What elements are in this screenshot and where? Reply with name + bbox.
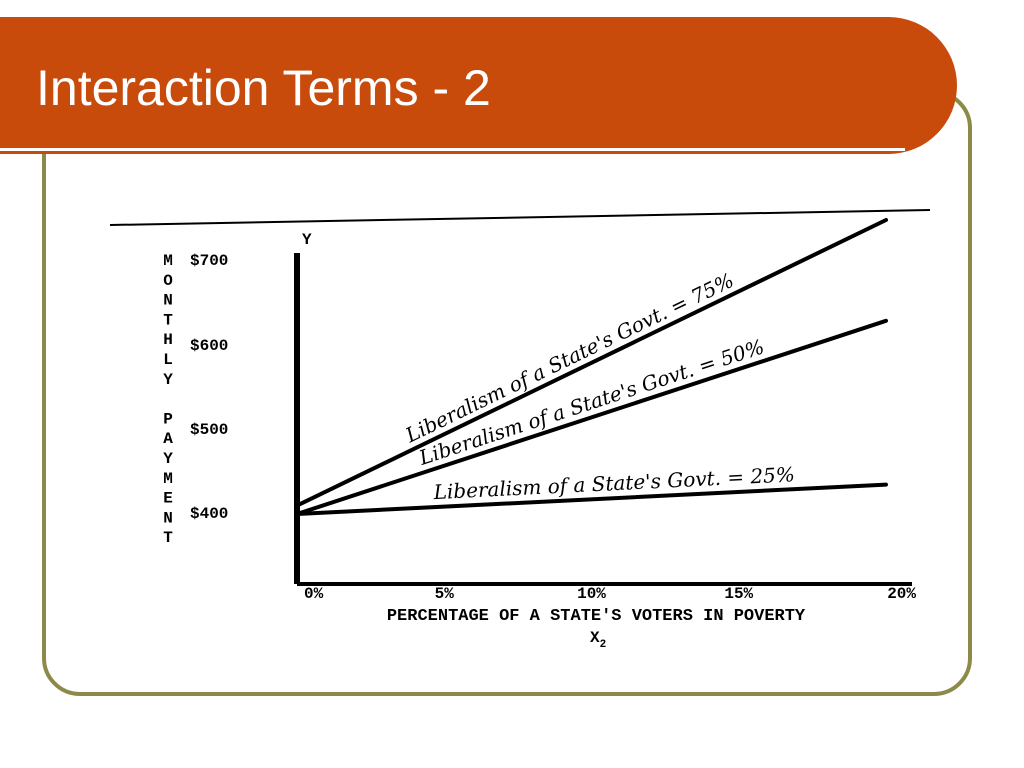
x-variable-name: X — [590, 629, 600, 647]
slide-title: Interaction Terms - 2 — [36, 60, 491, 116]
title-banner: Interaction Terms - 2 — [0, 17, 957, 154]
y-label-letter: N — [163, 292, 173, 310]
content-frame — [42, 90, 972, 696]
x-tick-labels: 0% 5% 10% 15% 20% — [304, 585, 916, 603]
y-label-letter: T — [163, 529, 173, 547]
series-labels: Liberalism of a State's Govt. = 75%Liber… — [401, 268, 796, 504]
x-variable-subscript: 2 — [600, 639, 607, 651]
y-label-letter: T — [163, 311, 173, 329]
y-label-letter: E — [163, 490, 173, 508]
y-label-letter: A — [163, 430, 173, 448]
scan-top-border — [109, 209, 931, 226]
x-variable-label: X2 — [590, 629, 606, 651]
title-underline — [0, 148, 905, 151]
series-lines — [295, 218, 888, 516]
y-tick-label: $400 — [190, 505, 228, 523]
x-tick-label: 0% — [304, 585, 324, 603]
y-tick-label: $700 — [190, 252, 228, 270]
series-line — [295, 218, 888, 508]
y-label-letter: M — [163, 470, 173, 488]
x-tick-label: 5% — [435, 585, 455, 603]
y-label-letter: L — [163, 351, 173, 369]
y-tick-labels: $700 $600 $500 $400 — [190, 252, 228, 523]
y-label-letter: N — [163, 509, 173, 527]
y-tick-label: $500 — [190, 421, 228, 439]
y-label-letter: Y — [163, 371, 173, 389]
x-tick-label: 20% — [887, 585, 916, 603]
y-axis-name: Y — [302, 231, 312, 249]
series-line — [295, 482, 888, 516]
y-label-letter: P — [163, 410, 173, 428]
y-label-letter: H — [163, 331, 173, 349]
y-tick-label: $600 — [190, 337, 228, 355]
y-label-letter: O — [163, 272, 173, 290]
y-label-letter: M — [163, 252, 173, 270]
x-axis-label: PERCENTAGE OF A STATE'S VOTERS IN POVERT… — [387, 607, 806, 626]
x-tick-label: 15% — [724, 585, 753, 603]
x-tick-label: 10% — [577, 585, 606, 603]
series-line — [295, 318, 888, 516]
y-label-letter: Y — [163, 450, 173, 468]
